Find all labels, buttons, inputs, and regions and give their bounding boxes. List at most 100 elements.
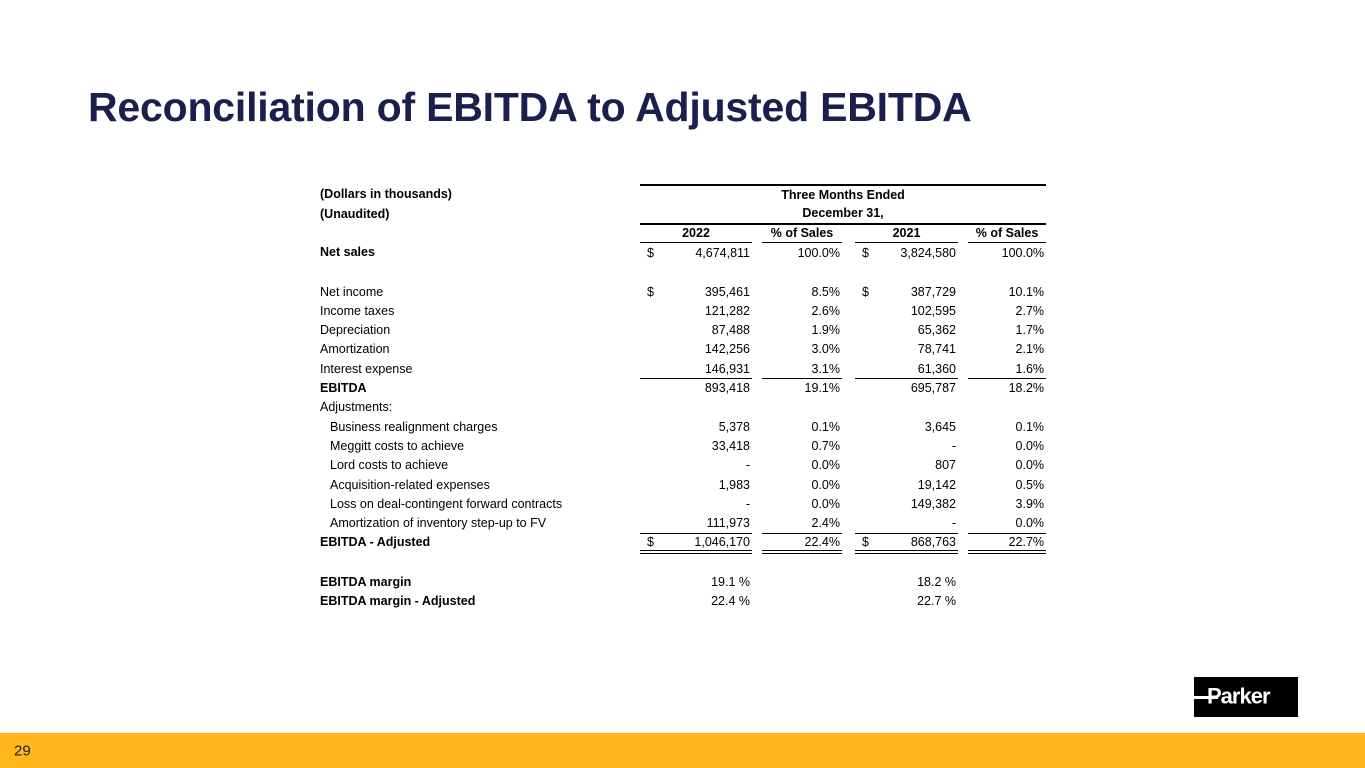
pct-2021-cell: 10.1%: [968, 282, 1046, 301]
pct-2022-cell: 100.0%: [762, 243, 842, 262]
period-header-line1: Three Months Ended: [640, 183, 1047, 205]
cell-value: 18.2%: [1008, 381, 1045, 396]
row-label-text: Depreciation: [320, 323, 391, 338]
value-2021-cell: 18.2 %: [855, 572, 958, 591]
pct-2022-cell: 0.0%: [762, 456, 842, 475]
table-row: EBITDA 893,418 19.1% 695,787 18.2%: [320, 379, 1046, 398]
cell-value: -: [951, 438, 956, 453]
cell-value: 0.0%: [1015, 515, 1045, 530]
row-label: Amortization of inventory step-up to FV: [320, 514, 640, 533]
table-row: Business realignment charges 5,378 0.1% 3,6…: [320, 417, 1046, 436]
column-gap: [842, 243, 855, 262]
value-2021-cell: -: [855, 513, 958, 534]
pct-2021-cell: 22.7%: [968, 533, 1047, 555]
column-gap: [842, 417, 855, 436]
cell-value: 87,488: [711, 323, 750, 338]
cell-value: 0.0%: [1015, 438, 1045, 453]
column-gap: [958, 533, 968, 552]
column-gap: [958, 301, 968, 320]
pct-2022-cell: 3.0%: [762, 340, 842, 359]
value-2022-cell: $1,046,170: [640, 533, 752, 555]
column-gap: [752, 398, 762, 417]
cell-value: 22.7%: [1008, 534, 1045, 549]
cell-value: 142,256: [704, 342, 750, 357]
cell-value: 0.1%: [1015, 419, 1045, 434]
cell-value: 100.0%: [1001, 245, 1045, 260]
column-gap: [842, 301, 855, 320]
cell-value: 3.1%: [811, 361, 841, 376]
column-gap: [752, 572, 762, 591]
column-gap: [842, 592, 855, 611]
table-row: Amortization 142,256 3.0% 78,741 2.1%: [320, 340, 1046, 359]
row-label-text: EBITDA margin: [320, 574, 412, 589]
column-gap: [842, 224, 855, 243]
cell-value: 61,360: [917, 361, 956, 376]
pct-2022-cell: [762, 572, 842, 591]
pct-2022-cell: [762, 398, 842, 417]
cell-value: 33,418: [711, 438, 750, 453]
row-label: EBITDA margin: [320, 572, 640, 591]
row-label-text: Adjustments:: [320, 400, 393, 415]
column-header-2022: 2022: [640, 223, 752, 244]
column-gap: [752, 475, 762, 494]
table-row: Net sales $4,674,811 100.0% $3,824,580 100.0…: [320, 243, 1046, 262]
cell-value: 22.4%: [804, 534, 840, 549]
parker-logo: Parker: [1194, 677, 1298, 717]
table-row: Adjustments:: [320, 398, 1046, 417]
cell-value: 100.0%: [797, 245, 840, 260]
cell-value: 868,763: [910, 534, 956, 549]
row-label-text: Business realignment charges: [330, 419, 498, 434]
pct-2022-cell: 8.5%: [762, 282, 842, 301]
column-gap: [842, 514, 855, 533]
column-gap: [752, 224, 762, 243]
pct-2021-cell: 2.1%: [968, 340, 1046, 359]
dollar-sign: $: [862, 245, 869, 260]
value-2021-cell: 22.7 %: [855, 592, 958, 611]
pct-2021-cell: 0.0%: [968, 456, 1046, 475]
value-2022-cell: 1,983: [640, 475, 752, 494]
column-gap: [752, 592, 762, 611]
column-header-empty: [320, 224, 640, 243]
column-gap: [958, 282, 968, 301]
spacer-row: [320, 552, 1046, 572]
cell-value: 1,046,170: [694, 534, 750, 549]
row-label: EBITDA - Adjusted: [320, 533, 640, 552]
column-gap: [752, 379, 762, 398]
cell-value: 2.6%: [811, 303, 841, 318]
column-header-row: 2022 % of Sales 2021 % of Sales: [320, 223, 1047, 244]
cell-value: 10.1%: [1008, 284, 1045, 299]
cell-value: 1,983: [718, 477, 750, 492]
row-label-text: Amortization: [320, 342, 390, 357]
column-gap: [752, 514, 762, 533]
column-header-pct-2021: % of Sales: [968, 223, 1047, 244]
cell-value: 2.7%: [1015, 303, 1045, 318]
column-gap: [752, 321, 762, 340]
pct-2021-cell: 0.5%: [968, 475, 1046, 494]
pct-2022-cell: 22.4%: [762, 533, 842, 555]
footer-accent-bar: 29: [0, 733, 1365, 768]
pct-2021-cell: 0.0%: [968, 437, 1046, 456]
cell-value: 0.0%: [1015, 458, 1045, 473]
cell-value: 0.5%: [1015, 477, 1045, 492]
cell-value: 807: [935, 458, 956, 473]
row-label-text: Loss on deal-contingent forward contract…: [330, 496, 563, 511]
table-row: Income taxes 121,282 2.6% 102,595 2.7%: [320, 301, 1046, 320]
column-gap: [958, 340, 968, 359]
logo-text: Parker: [1207, 683, 1271, 709]
row-label-text: Net sales: [320, 245, 375, 260]
cell-value: 121,282: [704, 303, 750, 318]
cell-value: 0.0%: [811, 458, 841, 473]
column-gap: [958, 592, 968, 611]
pct-2021-cell: 1.7%: [968, 321, 1046, 340]
row-label-text: EBITDA - Adjusted: [320, 535, 431, 550]
value-2022-cell: $395,461: [640, 282, 752, 301]
cell-value: 18.2 %: [917, 574, 956, 589]
pct-2021-cell: 1.6%: [968, 359, 1047, 380]
column-gap: [842, 359, 855, 378]
table-row: Lord costs to achieve - 0.0% 807 0.0%: [320, 456, 1046, 475]
cell-value: 5,378: [718, 419, 750, 434]
value-2022-cell: 33,418: [640, 437, 752, 456]
row-label: Net income: [320, 282, 640, 301]
row-label: EBITDA margin - Adjusted: [320, 592, 640, 611]
value-2021-cell: 19,142: [855, 475, 958, 494]
